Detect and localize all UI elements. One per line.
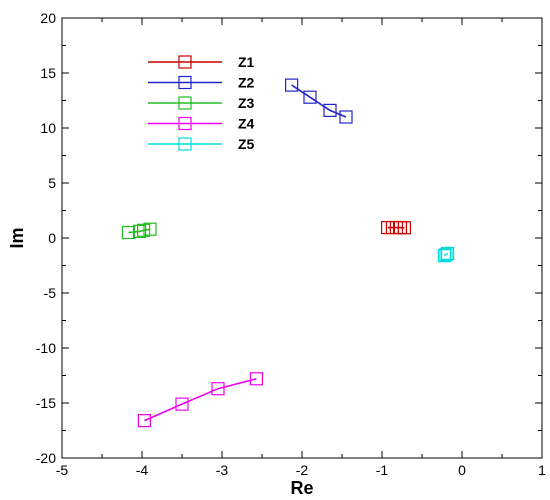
data-point	[437, 249, 451, 263]
legend-label: Z2	[238, 75, 255, 91]
legend-item: Z1	[148, 54, 255, 70]
legend-label: Z4	[238, 116, 255, 132]
x-tick-label: -1	[376, 462, 389, 478]
data-point	[121, 225, 136, 240]
series-line	[291, 84, 347, 118]
data-point	[439, 247, 453, 262]
y-tick-label: 5	[48, 175, 56, 191]
legend-marker	[178, 96, 192, 110]
x-tick-label: 0	[458, 462, 466, 478]
legend-item: Z5	[148, 136, 255, 152]
y-tick-label: 20	[40, 10, 56, 26]
series-z3	[121, 222, 157, 240]
data-point	[133, 224, 147, 238]
legend-item: Z3	[148, 95, 255, 111]
legend: Z1 Z2 Z3 Z4 Z5	[148, 54, 255, 152]
x-axis-title: Re	[290, 478, 313, 498]
series-line	[144, 378, 257, 422]
legend-item: Z2	[148, 75, 255, 91]
legend-label: Z5	[238, 136, 255, 152]
x-tick-label: 1	[538, 462, 546, 478]
y-tick-label: -10	[36, 340, 56, 356]
legend-label: Z1	[238, 54, 255, 70]
data-point	[249, 372, 263, 386]
data-point	[211, 382, 225, 396]
legend-marker	[178, 137, 192, 151]
legend-marker	[178, 75, 192, 90]
data-point	[143, 222, 157, 236]
legend-marker	[178, 116, 192, 131]
plot-series	[121, 78, 455, 428]
x-tick-label: -5	[56, 462, 69, 478]
x-tick-label: -3	[216, 462, 229, 478]
series-z2	[285, 78, 353, 124]
y-tick-label: -5	[44, 285, 57, 301]
series-line	[443, 252, 449, 257]
x-tick-label: -4	[136, 462, 149, 478]
data-point	[137, 414, 151, 428]
data-point	[303, 90, 317, 104]
legend-item: Z4	[148, 116, 255, 132]
y-axis-title: Im	[7, 227, 27, 248]
data-point	[397, 221, 411, 235]
y-tick-label: -20	[36, 450, 56, 466]
series-line	[128, 228, 151, 234]
y-tick-label: 15	[40, 65, 56, 81]
data-point	[339, 110, 353, 124]
legend-marker	[178, 55, 192, 69]
y-tick-label: -15	[36, 395, 56, 411]
series-z4	[137, 372, 263, 428]
data-point	[175, 397, 189, 411]
series-z5	[437, 246, 455, 263]
data-point	[323, 103, 337, 118]
y-tick-label: 10	[40, 120, 56, 136]
x-tick-label: -2	[296, 462, 309, 478]
data-point	[441, 246, 455, 260]
legend-label: Z3	[238, 95, 255, 111]
data-point	[285, 78, 299, 92]
series-z1	[381, 220, 411, 235]
y-tick-label: 0	[48, 230, 56, 246]
